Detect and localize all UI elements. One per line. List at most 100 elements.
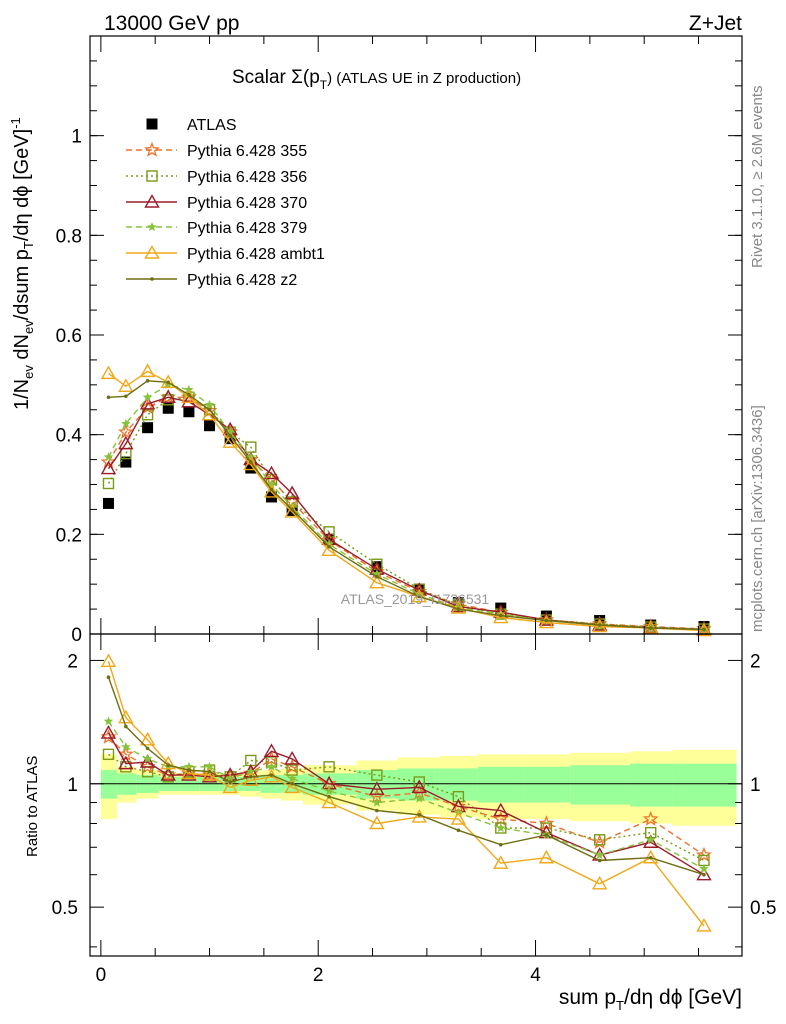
data-point xyxy=(204,420,216,432)
ratio-point xyxy=(124,724,128,729)
ratio-point xyxy=(493,802,509,817)
ratio-ytick-label-right: 0.5 xyxy=(750,898,776,919)
xtick-label: 4 xyxy=(530,965,541,986)
data-point xyxy=(228,433,232,438)
ratio-point xyxy=(207,769,212,774)
data-point xyxy=(414,589,424,599)
data-point xyxy=(450,598,467,613)
ratio-series-pz2 xyxy=(106,675,706,877)
data-point xyxy=(417,594,422,599)
legend-label: Pythia 6.428 ambt1 xyxy=(187,246,325,263)
data-point xyxy=(124,394,128,399)
data-point xyxy=(118,378,134,393)
ytick-label: 0.6 xyxy=(56,326,82,347)
legend-marker xyxy=(146,118,158,130)
ratio-point xyxy=(371,769,383,781)
ratio-point xyxy=(597,858,602,863)
legend-marker xyxy=(146,170,158,182)
ratio-point xyxy=(142,753,153,763)
data-point xyxy=(207,407,212,412)
data-point xyxy=(166,380,171,385)
band-inner xyxy=(477,766,524,803)
legend-label: Pythia 6.428 370 xyxy=(187,195,307,212)
data-point xyxy=(139,363,156,378)
ratio-xlabel: sum pT/dη dϕ [GeV] xyxy=(559,986,742,1013)
ratio-point xyxy=(106,675,111,680)
data-point xyxy=(263,484,280,498)
ratio-point xyxy=(450,811,467,825)
ratio-point xyxy=(284,779,300,794)
ratio-point xyxy=(222,779,238,794)
ratio-point xyxy=(538,824,555,839)
band-inner xyxy=(672,763,737,807)
data-point xyxy=(284,485,300,500)
data-point xyxy=(243,456,259,471)
legend-item-355: Pythia 6.428 355 xyxy=(126,141,307,160)
data-point xyxy=(597,623,602,627)
data-point xyxy=(160,389,176,403)
header-right: Z+Jet xyxy=(689,12,742,35)
ratio-point xyxy=(181,765,197,780)
ratio-point xyxy=(496,823,506,833)
data-point xyxy=(269,487,274,492)
ratio-point xyxy=(417,813,422,817)
band-inner xyxy=(100,770,118,799)
data-point xyxy=(249,460,253,464)
ratio-frame xyxy=(89,633,743,957)
ytick-label: 0.8 xyxy=(56,226,82,247)
legend-item-370: Pythia 6.428 370 xyxy=(126,194,307,212)
data-point xyxy=(106,395,111,400)
data-point xyxy=(187,393,191,397)
ratio-point xyxy=(246,766,256,776)
ratio-point xyxy=(145,746,150,751)
ratio-point xyxy=(118,755,134,770)
band-inner xyxy=(570,765,631,805)
ratio-point xyxy=(544,833,549,837)
data-point xyxy=(141,409,154,421)
data-point xyxy=(538,614,555,629)
ratio-point xyxy=(456,828,461,833)
ratio-point xyxy=(103,716,114,726)
data-point xyxy=(245,462,257,474)
ratio-point xyxy=(375,808,379,813)
ratio-axis-ticks: 0.5 0.5 1 1 2 2 0 2 4 xyxy=(52,634,776,986)
ratio-point xyxy=(139,754,156,768)
ratio-point xyxy=(643,849,659,864)
data-point xyxy=(225,427,235,437)
ratio-point xyxy=(648,855,653,860)
band-inner xyxy=(439,768,478,801)
ytick-label: 0 xyxy=(71,625,82,646)
ratio-point xyxy=(263,743,280,758)
ratio-ylabel: Ratio to ATLAS xyxy=(24,756,41,857)
data-point xyxy=(162,402,174,414)
data-point xyxy=(142,422,154,434)
data-point xyxy=(369,574,385,589)
data-point xyxy=(102,497,114,509)
ratio-point xyxy=(100,725,117,739)
ratio-point xyxy=(243,772,259,786)
ratio-point xyxy=(646,834,656,844)
data-point xyxy=(224,433,236,445)
ratio-line xyxy=(108,753,705,862)
ratio-ytick-label-right: 2 xyxy=(750,651,761,672)
data-point xyxy=(117,423,134,439)
data-point xyxy=(284,503,300,518)
ratio-point xyxy=(538,849,555,864)
ratio-point xyxy=(414,793,424,803)
ytick-label: 0.4 xyxy=(56,426,83,447)
data-point xyxy=(103,452,114,462)
data-point xyxy=(323,526,335,538)
ratio-point xyxy=(102,748,115,761)
ratio-point xyxy=(323,761,335,773)
data-point xyxy=(184,384,194,394)
data-point xyxy=(263,465,280,480)
ratio-point xyxy=(321,794,337,809)
header-left: 13000 GeV pp xyxy=(104,12,239,35)
data-point xyxy=(498,613,503,618)
data-point xyxy=(100,453,117,469)
data-point xyxy=(290,507,294,512)
ratio-point xyxy=(324,786,334,796)
ratio-point xyxy=(139,731,156,746)
ratio-point xyxy=(100,653,117,668)
legend-label: Pythia 6.428 355 xyxy=(187,143,307,160)
